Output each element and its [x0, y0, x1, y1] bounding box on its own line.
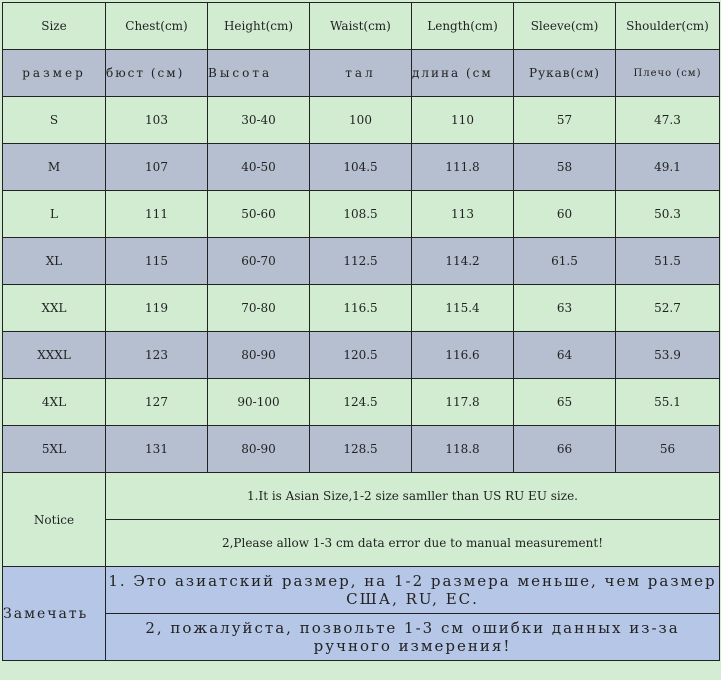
- table-cell: 57: [513, 96, 616, 144]
- table-cell: 50.3: [615, 190, 720, 238]
- table-cell: 113: [411, 190, 514, 238]
- table-cell: 108.5: [309, 190, 412, 238]
- table-cell: 70-80: [207, 284, 310, 332]
- header-cell-ru: Высота: [207, 49, 310, 97]
- table-cell: L: [2, 190, 106, 238]
- notice-ru-line: 2, пожалуйста, позвольте 1-3 см ошибки д…: [105, 613, 720, 661]
- table-cell: 65: [513, 378, 616, 426]
- table-cell: 107: [105, 143, 208, 191]
- table-cell: 118.8: [411, 425, 514, 473]
- notice-ru-row: Замечать 1. Это азиатский размер, на 1-2…: [2, 566, 720, 661]
- table-cell: XL: [2, 237, 106, 285]
- table-cell: 63: [513, 284, 616, 332]
- table-cell: 64: [513, 331, 616, 379]
- table-cell: 30-40: [207, 96, 310, 144]
- header-cell-ru: Плечо (см): [615, 49, 720, 97]
- table-cell: 127: [105, 378, 208, 426]
- table-cell: 116.5: [309, 284, 412, 332]
- header-cell: Chest(cm): [105, 2, 208, 50]
- table-cell: 56: [615, 425, 720, 473]
- table-cell: 115: [105, 237, 208, 285]
- header-cell: Sleeve(cm): [513, 2, 616, 50]
- table-row: 5XL 131 80-90 128.5 118.8 66 56: [2, 425, 720, 473]
- table-cell: 114.2: [411, 237, 514, 285]
- notice-line: 2,Please allow 1-3 cm data error due to …: [105, 519, 720, 567]
- table-cell: 52.7: [615, 284, 720, 332]
- header-cell: Height(cm): [207, 2, 310, 50]
- table-cell: 49.1: [615, 143, 720, 191]
- table-cell: 115.4: [411, 284, 514, 332]
- table-cell: 112.5: [309, 237, 412, 285]
- notice-row: 2,Please allow 1-3 cm data error due to …: [3, 519, 720, 567]
- table-cell: 47.3: [615, 96, 720, 144]
- notice-row: Notice 1.It is Asian Size,1-2 size samll…: [2, 472, 720, 567]
- table-cell: 110: [411, 96, 514, 144]
- header-cell: Length(cm): [411, 2, 514, 50]
- notice-ru-row: 2, пожалуйста, позвольте 1-3 см ошибки д…: [3, 613, 720, 661]
- table-cell: 123: [105, 331, 208, 379]
- table-cell: 53.9: [615, 331, 720, 379]
- header-cell: Size: [2, 2, 106, 50]
- table-cell: 55.1: [615, 378, 720, 426]
- header-cell-ru: длина (см: [411, 49, 514, 97]
- table-row: S 103 30-40 100 110 57 47.3: [2, 96, 720, 144]
- table-cell: 120.5: [309, 331, 412, 379]
- table-row: XXL 119 70-80 116.5 115.4 63 52.7: [2, 284, 720, 332]
- table-cell: 103: [105, 96, 208, 144]
- notice-ru-label: Замечать: [2, 566, 106, 661]
- table-cell: 4XL: [2, 378, 106, 426]
- table-cell: 50-60: [207, 190, 310, 238]
- table-cell: 117.8: [411, 378, 514, 426]
- notice-ru-line: 1. Это азиатский размер, на 1-2 размера …: [105, 566, 720, 614]
- header-cell: Waist(cm): [309, 2, 412, 50]
- table-cell: S: [2, 96, 106, 144]
- table-cell: 58: [513, 143, 616, 191]
- header-cell: Shoulder(cm): [615, 2, 720, 50]
- table-cell: 124.5: [309, 378, 412, 426]
- table-cell: 100: [309, 96, 412, 144]
- table-cell: 128.5: [309, 425, 412, 473]
- table-cell: XXL: [2, 284, 106, 332]
- table-row: 4XL 127 90-100 124.5 117.8 65 55.1: [2, 378, 720, 426]
- table-row: XXXL 123 80-90 120.5 116.6 64 53.9: [2, 331, 720, 379]
- table-cell: 60: [513, 190, 616, 238]
- table-row: L 111 50-60 108.5 113 60 50.3: [2, 190, 720, 238]
- table-cell: 90-100: [207, 378, 310, 426]
- notice-label: Notice: [2, 472, 106, 567]
- header-cell-ru: бюст (см): [105, 49, 208, 97]
- header-cell-ru: размер: [2, 49, 106, 97]
- table-cell: 66: [513, 425, 616, 473]
- header-cell-ru: Рукав(см): [513, 49, 616, 97]
- table-row: XL 115 60-70 112.5 114.2 61.5 51.5: [2, 237, 720, 285]
- header-row: Size Chest(cm) Height(cm) Waist(cm) Leng…: [2, 2, 720, 50]
- table-row: M 107 40-50 104.5 111.8 58 49.1: [2, 143, 720, 191]
- table-cell: 104.5: [309, 143, 412, 191]
- table-cell: 119: [105, 284, 208, 332]
- table-cell: 131: [105, 425, 208, 473]
- table-cell: 61.5: [513, 237, 616, 285]
- notice-line: 1.It is Asian Size,1-2 size samller than…: [105, 472, 720, 520]
- table-cell: 80-90: [207, 331, 310, 379]
- table-cell: 5XL: [2, 425, 106, 473]
- header-row-russian: размер бюст (см) Высота тал длина (см Ру…: [2, 49, 720, 97]
- table-cell: 40-50: [207, 143, 310, 191]
- header-cell-ru: тал: [309, 49, 412, 97]
- table-cell: 51.5: [615, 237, 720, 285]
- table-cell: M: [2, 143, 106, 191]
- table-cell: 80-90: [207, 425, 310, 473]
- table-cell: 111: [105, 190, 208, 238]
- table-cell: XXXL: [2, 331, 106, 379]
- table-cell: 116.6: [411, 331, 514, 379]
- size-chart-table: Size Chest(cm) Height(cm) Waist(cm) Leng…: [2, 2, 720, 661]
- table-cell: 111.8: [411, 143, 514, 191]
- table-cell: 60-70: [207, 237, 310, 285]
